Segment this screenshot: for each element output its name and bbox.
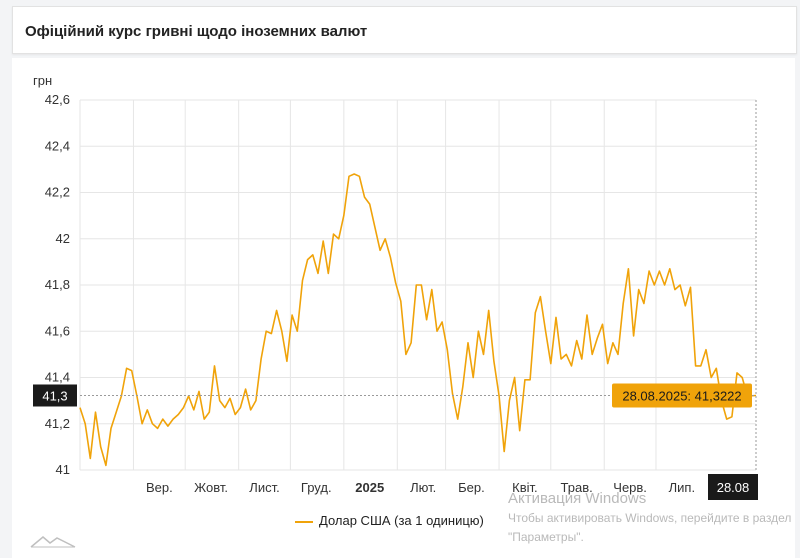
y-tick-label: 41,4 bbox=[45, 370, 70, 385]
y-axis-unit-label: грн bbox=[33, 73, 53, 88]
watermark-title: Активация Windows bbox=[508, 490, 647, 507]
crosshair-date-label: 28.08 bbox=[717, 480, 750, 495]
y-tick-label: 41,8 bbox=[45, 277, 70, 292]
x-tick-label: Квіт. bbox=[512, 480, 538, 495]
watermark-line-2: "Параметры". bbox=[508, 530, 584, 544]
crosshair-value-box bbox=[33, 384, 77, 407]
y-tick-label: 41,6 bbox=[45, 323, 70, 338]
x-tick-label: Трав. bbox=[561, 480, 593, 495]
windows-activation-watermark: Активация Windows Чтобы активировать Win… bbox=[508, 490, 791, 545]
watermark-line-1: Чтобы активировать Windows, перейдите в … bbox=[508, 511, 792, 525]
x-tick-label: Лип. bbox=[669, 480, 695, 495]
page-title: Офіційний курс гривні щодо іноземних вал… bbox=[25, 23, 368, 40]
page-header: Офіційний курс гривні щодо іноземних вал… bbox=[12, 6, 797, 54]
chart-panel bbox=[12, 58, 795, 558]
x-tick-label: Жовт. bbox=[194, 480, 228, 495]
tooltip-box bbox=[612, 383, 752, 408]
legend-series-label: Долар США (за 1 одиницю) bbox=[319, 513, 484, 528]
x-tick-label: 2025 bbox=[355, 480, 384, 495]
chart-legend[interactable]: Долар США (за 1 одиницю) bbox=[295, 513, 484, 528]
y-tick-label: 42,4 bbox=[45, 138, 70, 153]
legend-swatch bbox=[295, 520, 313, 523]
x-tick-label: Груд. bbox=[301, 480, 332, 495]
y-tick-label: 41 bbox=[56, 462, 70, 477]
y-tick-label: 41,2 bbox=[45, 416, 70, 431]
x-tick-label: Бер. bbox=[458, 480, 485, 495]
y-tick-label: 42,2 bbox=[45, 185, 70, 200]
x-tick-label: Черв. bbox=[613, 480, 647, 495]
x-tick-label: Лист. bbox=[249, 480, 279, 495]
tooltip-label: 28.08.2025: 41,3222 bbox=[622, 388, 741, 403]
usd-rate-line bbox=[79, 173, 757, 467]
mountain-logo-icon bbox=[30, 536, 76, 548]
crosshair-value-label: 41,3 bbox=[42, 388, 67, 403]
y-tick-label: 42 bbox=[56, 231, 70, 246]
crosshair-date-box bbox=[708, 474, 758, 500]
x-tick-label: Вер. bbox=[146, 480, 173, 495]
y-tick-label: 42,6 bbox=[45, 92, 70, 107]
x-tick-label: Лют. bbox=[410, 480, 436, 495]
